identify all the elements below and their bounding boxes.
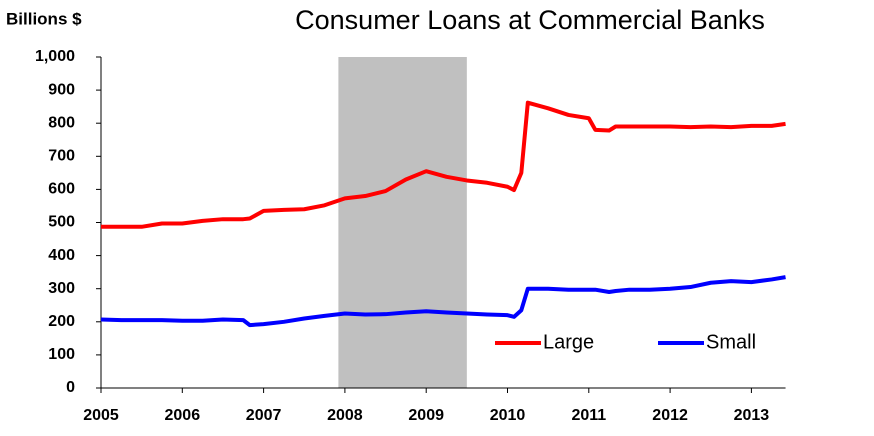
x-tick-label: 2012: [652, 407, 688, 424]
x-tick-label: 2010: [490, 407, 526, 424]
y-tick-label: 300: [48, 280, 75, 297]
chart-title: Consumer Loans at Commercial Banks: [295, 5, 765, 35]
y-tick-label: 400: [48, 247, 75, 264]
x-tick-label: 2006: [165, 407, 201, 424]
y-tick-label: 800: [48, 114, 75, 131]
x-tick-label: 2008: [327, 407, 363, 424]
series-line: [101, 100, 786, 229]
x-tick-label: 2009: [408, 407, 444, 424]
y-tick-label: 700: [48, 148, 75, 165]
x-tick-label: 2011: [571, 407, 606, 424]
y-tick-label: 1,000: [35, 48, 75, 65]
legend-label: Small: [706, 331, 756, 353]
x-tick-label: 2013: [734, 407, 770, 424]
x-tick-label: 2007: [246, 407, 282, 424]
legend-label: Large: [543, 331, 594, 353]
y-tick-label: 900: [48, 81, 75, 98]
x-tick-label: 2005: [83, 407, 119, 424]
y-tick-label: 500: [48, 214, 75, 231]
y-tick-label: 200: [48, 313, 75, 330]
recession-shade: [338, 57, 467, 388]
series-line: [100, 275, 786, 328]
y-axis-label: Billions $: [6, 9, 82, 28]
y-tick-label: 600: [48, 181, 75, 198]
y-tick-label: 100: [48, 346, 75, 363]
y-tick-label: 0: [66, 379, 75, 396]
